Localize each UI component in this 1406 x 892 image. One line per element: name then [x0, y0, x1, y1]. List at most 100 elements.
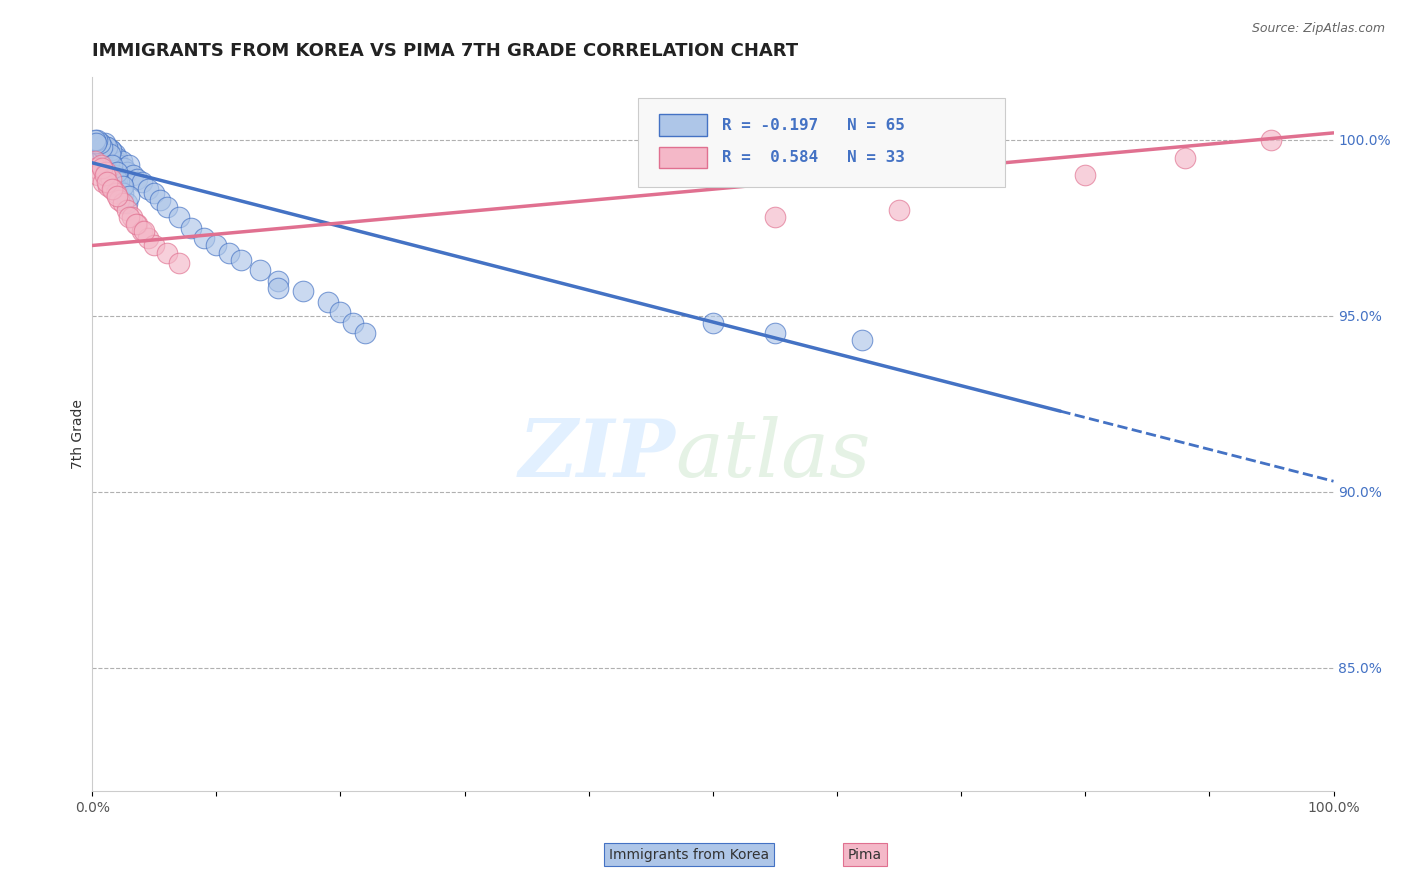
Point	[149, 193, 172, 207]
Point	[93, 147, 115, 161]
Point	[763, 211, 786, 225]
Point	[87, 168, 110, 182]
FancyBboxPatch shape	[659, 114, 707, 136]
Point	[111, 154, 134, 169]
Point	[851, 334, 873, 348]
Point	[114, 161, 136, 175]
Point	[98, 147, 121, 161]
Point	[180, 220, 202, 235]
Text: Pima: Pima	[848, 847, 882, 862]
Point	[193, 231, 215, 245]
Point	[83, 133, 105, 147]
Text: R =  0.584   N = 33: R = 0.584 N = 33	[721, 150, 904, 165]
Point	[125, 218, 148, 232]
Point	[93, 136, 115, 151]
Point	[108, 157, 131, 171]
Point	[354, 326, 377, 341]
Point	[112, 186, 135, 200]
Point	[105, 151, 128, 165]
Point	[231, 252, 253, 267]
Point	[131, 224, 153, 238]
Point	[112, 196, 135, 211]
Point	[143, 238, 166, 252]
Point	[292, 284, 315, 298]
Point	[1074, 168, 1097, 182]
Point	[131, 175, 153, 189]
Point	[136, 231, 159, 245]
Point	[84, 144, 107, 158]
Point	[101, 157, 124, 171]
Point	[100, 144, 122, 158]
Point	[136, 182, 159, 196]
Point	[89, 136, 111, 151]
Point	[118, 189, 141, 203]
Point	[93, 144, 115, 158]
Point	[96, 140, 118, 154]
Point	[96, 140, 118, 154]
Point	[702, 316, 724, 330]
Point	[316, 294, 339, 309]
Point	[89, 136, 111, 151]
FancyBboxPatch shape	[638, 98, 1004, 187]
Point	[156, 200, 179, 214]
Point	[87, 147, 110, 161]
Point	[105, 164, 128, 178]
Point	[86, 140, 108, 154]
Point	[124, 218, 146, 232]
Point	[1173, 151, 1195, 165]
Point	[84, 161, 107, 175]
Point	[101, 154, 124, 169]
Point	[100, 144, 122, 158]
Point	[103, 147, 125, 161]
FancyBboxPatch shape	[659, 146, 707, 168]
Point	[90, 157, 112, 171]
Point	[267, 281, 290, 295]
Point	[101, 182, 124, 196]
Point	[342, 316, 364, 330]
Point	[205, 238, 228, 252]
Point	[763, 326, 786, 341]
Point	[167, 256, 190, 270]
Point	[94, 164, 117, 178]
Point	[329, 305, 352, 319]
Point	[118, 157, 141, 171]
Y-axis label: 7th Grade: 7th Grade	[72, 399, 86, 468]
Point	[156, 245, 179, 260]
Point	[83, 154, 105, 169]
Point	[122, 168, 145, 182]
Point	[91, 140, 114, 154]
Point	[108, 193, 131, 207]
Point	[91, 140, 114, 154]
Point	[218, 245, 240, 260]
Point	[96, 175, 118, 189]
Text: Immigrants from Korea: Immigrants from Korea	[609, 847, 769, 862]
Point	[94, 154, 117, 169]
Point	[93, 168, 115, 182]
Point	[249, 263, 271, 277]
Text: Source: ZipAtlas.com: Source: ZipAtlas.com	[1251, 22, 1385, 36]
Point	[167, 211, 190, 225]
Point	[84, 136, 107, 151]
Text: R = -0.197   N = 65: R = -0.197 N = 65	[721, 118, 904, 133]
Point	[125, 171, 148, 186]
Point	[112, 178, 135, 193]
Point	[267, 274, 290, 288]
Point	[90, 151, 112, 165]
Point	[115, 203, 138, 218]
Text: ZIP: ZIP	[519, 417, 676, 494]
Point	[97, 147, 120, 161]
Text: IMMIGRANTS FROM KOREA VS PIMA 7TH GRADE CORRELATION CHART: IMMIGRANTS FROM KOREA VS PIMA 7TH GRADE …	[93, 42, 799, 60]
Point	[115, 164, 138, 178]
Point	[121, 211, 143, 225]
Point	[86, 133, 108, 147]
Text: atlas: atlas	[676, 417, 870, 494]
Point	[118, 211, 141, 225]
Point	[98, 151, 121, 165]
Point	[83, 136, 105, 151]
Point	[103, 168, 125, 182]
Point	[93, 175, 115, 189]
Point	[108, 175, 131, 189]
Point	[104, 186, 127, 200]
Point	[134, 224, 156, 238]
Point	[143, 186, 166, 200]
